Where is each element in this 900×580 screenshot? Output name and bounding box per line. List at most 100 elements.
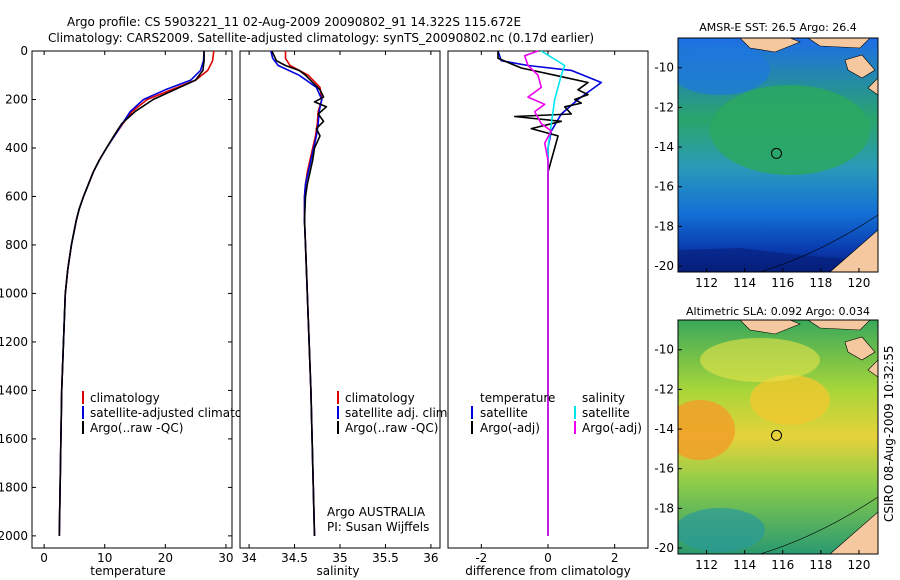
difference-legend-temp-satellite: satellite	[480, 406, 528, 420]
csiro-timestamp-label: CSIRO 08-Aug-2009 10:32:55	[882, 346, 896, 522]
temperature-x-ticks: 0 10 20 30	[40, 51, 234, 565]
difference-legend-sal-satellite: satellite	[582, 406, 630, 420]
sla-land-bali	[807, 320, 871, 331]
salinity-legend-satellite: satellite adj. clim.	[345, 406, 451, 420]
sst-map-lat-tick-label: -20	[654, 259, 674, 273]
sla-map-lat-tick-label: -12	[654, 382, 674, 396]
salinity-legend: climatology satellite adj. clim. Argo(..…	[337, 391, 451, 435]
difference-panel: -2 0 2 temperature salinity satellite Argo…	[447, 50, 649, 578]
sla-map-ticks: 112 114 116 118 120 -10 -12 -14 -16 -18 -20	[654, 343, 870, 572]
depth-tick-label: 0	[20, 44, 28, 58]
salinity-panel: 34 34.5 35 35.5 36 climatology satellite adj…	[239, 50, 451, 578]
sst-map-lon-tick-label: 118	[809, 276, 832, 290]
sst-land-sumba	[844, 54, 876, 79]
sst-land-java	[739, 38, 801, 53]
depth-tick-label: 1600	[0, 432, 28, 446]
sla-high-patch-center	[750, 375, 830, 425]
temperature-legend-satellite: satellite-adjusted climatology	[90, 406, 268, 420]
sla-map-lat-tick-label: -10	[654, 343, 674, 357]
salinity-legend-argo: Argo(..raw -QC)	[345, 421, 438, 435]
sst-map-lon-tick-label: 112	[695, 276, 718, 290]
temperature-x-tick-label: 10	[97, 551, 112, 565]
sla-argo-location-marker	[771, 429, 782, 441]
difference-x-tick-label: -2	[475, 551, 487, 565]
depth-tick-label: 400	[5, 141, 28, 155]
sla-map-lat-tick-label: -14	[654, 422, 674, 436]
sst-warm-patch	[710, 85, 870, 175]
temperature-x-tick-label: 20	[158, 551, 173, 565]
sla-map-panel: Altimetric SLA: 0.092 Argo: 0.034 112 114…	[654, 305, 879, 572]
salinity-x-tick-label: 34.5	[281, 551, 308, 565]
sst-map-lat-tick-label: -16	[654, 180, 674, 194]
sla-high-patch-west	[678, 400, 735, 460]
difference-legend-sal-argo: Argo(-adj)	[582, 421, 642, 435]
depth-tick-label: 800	[5, 238, 28, 252]
difference-x-ticks: -2 0 2	[475, 51, 618, 565]
sst-bathymetry-contour	[759, 214, 878, 272]
temperature-series-argo-raw-qc	[58, 51, 205, 536]
sst-argo-location-marker	[771, 147, 782, 159]
sst-map-lon-tick-label: 120	[847, 276, 870, 290]
sst-map-frame	[677, 37, 879, 273]
difference-x-tick-label: 0	[544, 551, 552, 565]
sla-low-patch-south	[678, 508, 765, 552]
sla-land-java	[739, 320, 801, 335]
depth-tick-label: 1400	[0, 383, 28, 397]
depth-tick-label: 2000	[0, 529, 28, 543]
difference-legend-temp-argo: Argo(-adj)	[480, 421, 540, 435]
difference-x-label: difference from climatology	[465, 564, 631, 578]
temperature-x-label: temperature	[90, 564, 165, 578]
sla-land-sumba	[844, 336, 876, 361]
salinity-x-tick-label: 36	[423, 551, 438, 565]
salinity-x-tick-label: 34	[241, 551, 256, 565]
difference-series	[497, 50, 603, 536]
difference-legend-header-salinity: salinity	[582, 391, 625, 405]
sla-bathymetry-contour	[759, 496, 878, 554]
depth-tick-label: 200	[5, 92, 28, 106]
sst-map-lon-tick-label: 114	[733, 276, 756, 290]
sst-map-panel: AMSR-E SST: 26.5 Argo: 26.4 112 114 116 118…	[654, 21, 879, 290]
salinity-x-ticks: 34 34.5 35 35.5 36	[241, 51, 439, 565]
salinity-series-argo-raw-qc	[271, 50, 328, 536]
sla-map-lon-tick-label: 116	[771, 558, 794, 572]
difference-legend-header-temperature: temperature	[480, 391, 555, 405]
sla-map-lon-tick-label: 112	[695, 558, 718, 572]
sst-deep-band	[678, 248, 878, 272]
sla-map-title: Altimetric SLA: 0.092 Argo: 0.034	[686, 305, 870, 318]
sst-map-lat-tick-label: -14	[654, 140, 674, 154]
difference-legend: temperature salinity satellite Argo(-adj…	[471, 391, 642, 435]
sst-map-title: AMSR-E SST: 26.5 Argo: 26.4	[699, 21, 857, 34]
sst-map-lat-tick-label: -18	[654, 219, 674, 233]
sla-land-timor	[867, 359, 878, 378]
figure-title-line1: Argo profile: CS 5903221_11 02-Aug-2009 …	[67, 15, 521, 29]
temperature-legend-argo: Argo(..raw -QC)	[90, 421, 183, 435]
sla-map-lon-tick-label: 120	[847, 558, 870, 572]
temperature-series	[58, 50, 215, 536]
depth-tick-label: 600	[5, 189, 28, 203]
salinity-legend-climatology: climatology	[345, 391, 415, 405]
temperature-legend: climatology satellite-adjusted climatolo…	[82, 391, 268, 435]
sla-map-lat-tick-label: -16	[654, 462, 674, 476]
sla-map-lat-tick-label: -18	[654, 501, 674, 515]
sst-map-lat-tick-label: -10	[654, 61, 674, 75]
depth-tick-label: 1200	[0, 335, 28, 349]
sst-cool-patch	[678, 45, 770, 95]
temperature-axes-box	[31, 50, 233, 549]
salinity-x-label: salinity	[316, 564, 359, 578]
sst-land-bali	[807, 38, 871, 49]
sst-map-lat-tick-label: -12	[654, 100, 674, 114]
sst-land-timor	[867, 77, 878, 96]
sst-map-lon-tick-label: 116	[771, 276, 794, 290]
sst-map-ticks: 112 114 116 118 120 -10 -12 -14 -16 -18 -20	[654, 61, 870, 290]
temperature-y-ticks: 0 200 400 600 800 1000 1200 1400 1600 1800 2000	[0, 44, 648, 543]
temperature-legend-climatology: climatology	[90, 391, 160, 405]
depth-tick-label: 1800	[0, 480, 28, 494]
difference-x-tick-label: 2	[611, 551, 619, 565]
salinity-x-tick-label: 35.5	[372, 551, 399, 565]
salinity-annotation-program: Argo AUSTRALIA	[327, 505, 426, 519]
sla-map-lon-tick-label: 114	[733, 558, 756, 572]
salinity-axes-box	[239, 50, 441, 549]
salinity-series	[270, 50, 328, 536]
